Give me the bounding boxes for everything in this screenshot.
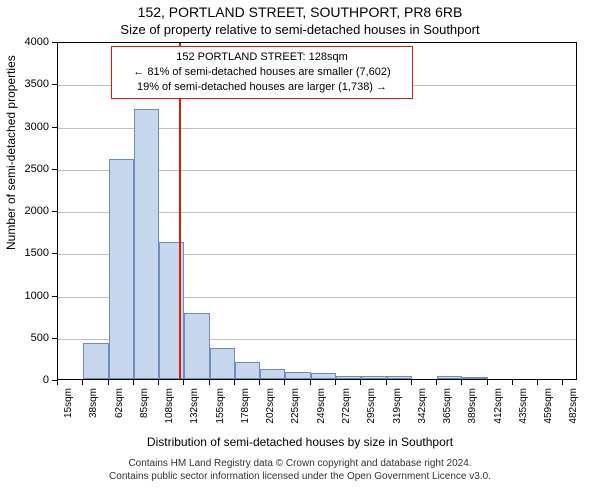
- histogram-bar: [134, 109, 159, 379]
- x-tick-label: 435sqm: [518, 388, 529, 432]
- histogram-bar: [462, 377, 487, 379]
- plot-area: 152 PORTLAND STREET: 128sqm← 81% of semi…: [57, 42, 577, 380]
- x-tick-label: 272sqm: [341, 388, 352, 432]
- x-tick-mark: [487, 380, 488, 385]
- x-tick-label: 108sqm: [164, 388, 175, 432]
- histogram-bar: [184, 313, 209, 379]
- y-tick-label: 1500: [17, 247, 49, 259]
- y-tick-mark: [52, 253, 57, 254]
- y-tick-label: 2000: [17, 205, 49, 217]
- y-tick-label: 4000: [17, 36, 49, 48]
- x-tick-mark: [512, 380, 513, 385]
- x-tick-mark: [461, 380, 462, 385]
- y-tick-mark: [52, 84, 57, 85]
- chart-title: 152, PORTLAND STREET, SOUTHPORT, PR8 6RB: [0, 4, 600, 20]
- y-tick-label: 3500: [17, 78, 49, 90]
- histogram-bar: [361, 376, 386, 379]
- x-tick-mark: [133, 380, 134, 385]
- x-tick-label: 412sqm: [493, 388, 504, 432]
- chart-subtitle: Size of property relative to semi-detach…: [0, 22, 600, 37]
- y-tick-mark: [52, 127, 57, 128]
- x-tick-label: 389sqm: [467, 388, 478, 432]
- histogram-bar: [285, 372, 310, 379]
- y-tick-mark: [52, 338, 57, 339]
- x-tick-mark: [57, 380, 58, 385]
- x-tick-mark: [411, 380, 412, 385]
- y-tick-mark: [52, 169, 57, 170]
- x-axis-label: Distribution of semi-detached houses by …: [0, 435, 600, 449]
- x-tick-mark: [436, 380, 437, 385]
- histogram-bar: [210, 348, 235, 379]
- chart-container: 152, PORTLAND STREET, SOUTHPORT, PR8 6RB…: [0, 0, 600, 500]
- histogram-bar: [437, 376, 462, 379]
- x-tick-mark: [108, 380, 109, 385]
- x-tick-mark: [259, 380, 260, 385]
- annotation-line: ← 81% of semi-detached houses are smalle…: [116, 65, 408, 80]
- x-tick-label: 202sqm: [265, 388, 276, 432]
- annotation-line: 152 PORTLAND STREET: 128sqm: [116, 50, 408, 65]
- x-tick-mark: [310, 380, 311, 385]
- chart-footer: Contains HM Land Registry data © Crown c…: [0, 458, 600, 483]
- x-tick-mark: [537, 380, 538, 385]
- x-tick-label: 249sqm: [316, 388, 327, 432]
- y-tick-mark: [52, 296, 57, 297]
- y-tick-label: 2500: [17, 163, 49, 175]
- histogram-bar: [235, 362, 260, 379]
- histogram-bar: [260, 369, 285, 379]
- x-tick-mark: [234, 380, 235, 385]
- x-tick-mark: [335, 380, 336, 385]
- x-tick-mark: [360, 380, 361, 385]
- histogram-bar: [387, 376, 412, 379]
- x-tick-mark: [82, 380, 83, 385]
- x-tick-mark: [158, 380, 159, 385]
- histogram-bar: [311, 373, 336, 379]
- x-tick-label: 365sqm: [442, 388, 453, 432]
- x-tick-mark: [209, 380, 210, 385]
- y-tick-label: 1000: [17, 290, 49, 302]
- x-tick-mark: [284, 380, 285, 385]
- annotation-line: 19% of semi-detached houses are larger (…: [116, 80, 408, 95]
- x-tick-label: 38sqm: [88, 388, 99, 432]
- y-tick-label: 500: [17, 332, 49, 344]
- x-tick-mark: [183, 380, 184, 385]
- x-tick-mark: [386, 380, 387, 385]
- x-tick-label: 15sqm: [63, 388, 74, 432]
- histogram-bar: [336, 376, 361, 379]
- y-tick-mark: [52, 211, 57, 212]
- x-tick-label: 132sqm: [189, 388, 200, 432]
- histogram-bar: [83, 343, 108, 379]
- x-tick-label: 482sqm: [568, 388, 579, 432]
- histogram-bar: [109, 159, 134, 379]
- x-tick-label: 85sqm: [139, 388, 150, 432]
- y-tick-label: 3000: [17, 121, 49, 133]
- x-tick-label: 295sqm: [366, 388, 377, 432]
- footer-line-2: Contains public sector information licen…: [109, 471, 491, 482]
- x-tick-label: 225sqm: [290, 388, 301, 432]
- x-tick-label: 178sqm: [240, 388, 251, 432]
- x-tick-label: 62sqm: [114, 388, 125, 432]
- annotation-box: 152 PORTLAND STREET: 128sqm← 81% of semi…: [111, 46, 413, 99]
- x-tick-mark: [562, 380, 563, 385]
- y-axis-label: Number of semi-detached properties: [4, 55, 18, 250]
- y-tick-mark: [52, 42, 57, 43]
- x-tick-label: 459sqm: [543, 388, 554, 432]
- x-tick-label: 342sqm: [417, 388, 428, 432]
- footer-line-1: Contains HM Land Registry data © Crown c…: [128, 458, 471, 469]
- y-tick-label: 0: [17, 374, 49, 386]
- x-tick-label: 319sqm: [392, 388, 403, 432]
- x-tick-label: 155sqm: [215, 388, 226, 432]
